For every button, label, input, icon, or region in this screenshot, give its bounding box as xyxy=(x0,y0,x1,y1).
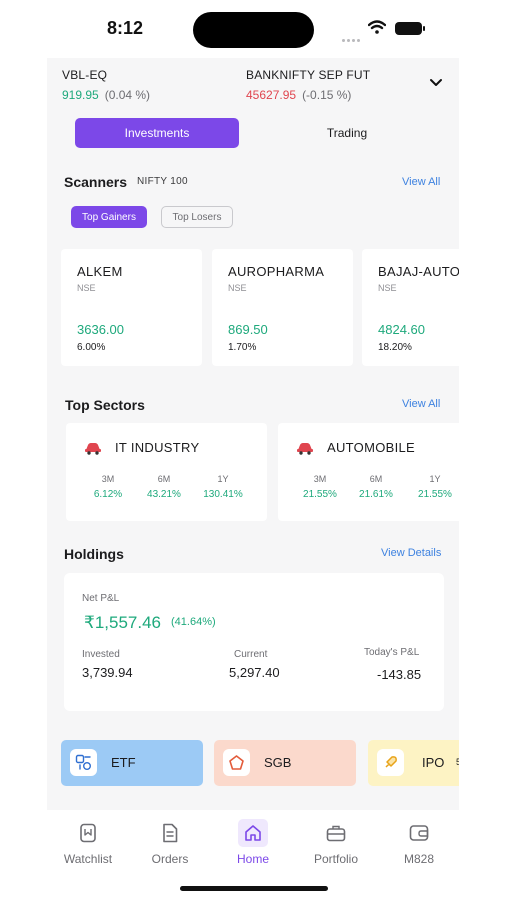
status-bar: 8:12 xyxy=(0,0,507,58)
bookmark-icon xyxy=(80,823,96,843)
period-label: 6M xyxy=(157,474,171,484)
rocket-icon xyxy=(377,749,404,776)
tab-label: Home xyxy=(236,852,269,866)
wifi-icon xyxy=(368,20,386,34)
tab-label: M828 xyxy=(403,852,435,866)
etf-tile[interactable]: ETF xyxy=(61,740,203,786)
pentagon-icon xyxy=(223,749,250,776)
sector-return: 43.21% xyxy=(147,489,181,500)
scanners-title: Scanners xyxy=(64,174,128,190)
tab-home[interactable]: Home xyxy=(218,819,288,866)
net-pnl-percent: (41.64%) xyxy=(171,616,216,628)
sgb-tile[interactable]: SGB xyxy=(214,740,356,786)
tab-orders[interactable]: Orders xyxy=(135,820,205,866)
wallet-icon xyxy=(409,825,429,841)
tab-label: Watchlist xyxy=(63,852,113,866)
ticker-price: 45627.95 xyxy=(246,88,297,102)
car-icon xyxy=(85,443,101,455)
scanners-view-all-link[interactable]: View All xyxy=(402,176,441,188)
stock-price: 869.50 xyxy=(228,322,268,337)
current-value: 5,297.40 xyxy=(229,665,280,680)
tab-trading[interactable]: Trading xyxy=(326,126,368,140)
period-label: 1Y xyxy=(429,474,441,484)
ticker-change: (-0.15 %) xyxy=(302,88,352,102)
ticker-strip[interactable]: VBL-EQ 919.95 (0.04 %) BANKNIFTY SEP FUT … xyxy=(47,58,459,108)
tab-label: Orders xyxy=(151,852,189,866)
todays-pnl-value: -143.85 xyxy=(377,667,422,682)
ticker-price: 919.95 xyxy=(62,88,99,102)
tab-investments[interactable]: Investments xyxy=(75,118,239,148)
tab-label: Portfolio xyxy=(313,852,359,866)
briefcase-icon xyxy=(326,825,346,842)
chevron-down-icon[interactable] xyxy=(429,78,443,88)
todays-pnl-label: Today's P&L xyxy=(364,647,420,658)
period-label: 3M xyxy=(101,474,115,484)
sector-card[interactable]: AUTOMOBILE 3M 21.55% 6M 21.61% 1Y 21.55% xyxy=(278,423,459,521)
sectors-view-all-link[interactable]: View All xyxy=(402,398,441,410)
battery-icon xyxy=(395,22,425,35)
stock-price: 4824.60 xyxy=(378,322,425,337)
dynamic-island xyxy=(193,12,314,48)
current-label: Current xyxy=(234,649,268,660)
ipo-tile[interactable]: IPO 5 xyxy=(368,740,459,786)
stock-exchange: NSE xyxy=(228,283,247,293)
stock-exchange: NSE xyxy=(77,283,96,293)
scanner-card[interactable]: AUROPHARMA NSE 869.50 1.70% xyxy=(212,249,353,366)
sector-return: 21.55% xyxy=(418,489,452,500)
sector-card[interactable]: IT INDUSTRY 3M 6.12% 6M 43.21% 1Y 130.41% xyxy=(66,423,267,521)
stock-price: 3636.00 xyxy=(77,322,124,337)
scanner-card[interactable]: BAJAJ-AUTO NSE 4824.60 18.20% xyxy=(362,249,459,366)
investments-trading-toggle: Investments Trading xyxy=(75,118,429,148)
net-pnl-label: Net P&L xyxy=(82,593,120,604)
etf-label: ETF xyxy=(111,755,136,770)
top-losers-chip[interactable]: Top Losers xyxy=(161,206,233,228)
sgb-label: SGB xyxy=(264,755,292,770)
bottom-tab-bar: Watchlist Orders Home Portfolio M828 xyxy=(47,810,459,870)
sector-return: 21.55% xyxy=(303,489,337,500)
scanner-card[interactable]: ALKEM NSE 3636.00 6.00% xyxy=(61,249,202,366)
stock-name: BAJAJ-AUTO xyxy=(378,264,459,279)
ticker-symbol: VBL-EQ xyxy=(62,68,108,82)
period-label: 3M xyxy=(313,474,327,484)
stock-name: ALKEM xyxy=(77,264,123,279)
app-content: VBL-EQ 919.95 (0.04 %) BANKNIFTY SEP FUT … xyxy=(47,58,459,810)
ipo-label: IPO xyxy=(422,755,445,770)
period-label: 6M xyxy=(369,474,383,484)
etf-icon xyxy=(70,749,97,776)
stock-change: 1.70% xyxy=(228,342,257,353)
invested-label: Invested xyxy=(82,649,120,660)
top-sectors-title: Top Sectors xyxy=(65,397,145,413)
top-gainers-chip[interactable]: Top Gainers xyxy=(71,206,147,228)
stock-exchange: NSE xyxy=(378,283,397,293)
holdings-view-details-link[interactable]: View Details xyxy=(381,547,442,559)
sector-return: 130.41% xyxy=(203,489,243,500)
sector-return: 6.12% xyxy=(93,489,123,500)
home-indicator xyxy=(180,886,328,891)
stock-name: AUROPHARMA xyxy=(228,264,325,279)
tab-m828[interactable]: M828 xyxy=(384,820,454,866)
holdings-card[interactable]: Net P&L ₹1,557.46 (41.64%) Invested 3,73… xyxy=(64,573,444,711)
ticker-item[interactable]: VBL-EQ 919.95 (0.04 %) xyxy=(62,68,150,102)
ipo-count: 5 xyxy=(456,757,459,767)
sector-return: 21.61% xyxy=(359,489,393,500)
period-label: 1Y xyxy=(217,474,229,484)
scanners-index[interactable]: NIFTY 100 xyxy=(137,176,188,187)
ticker-item[interactable]: BANKNIFTY SEP FUT 45627.95 (-0.15 %) xyxy=(246,68,370,102)
tab-watchlist[interactable]: Watchlist xyxy=(53,820,123,866)
sector-name: IT INDUSTRY xyxy=(115,440,200,455)
invested-value: 3,739.94 xyxy=(82,665,133,680)
ticker-symbol: BANKNIFTY SEP FUT xyxy=(246,68,371,82)
status-time: 8:12 xyxy=(107,18,144,38)
stock-change: 18.20% xyxy=(378,342,412,353)
car-icon xyxy=(297,443,313,455)
holdings-title: Holdings xyxy=(64,546,124,562)
home-icon xyxy=(238,819,268,847)
stock-change: 6.00% xyxy=(77,342,106,353)
sector-name: AUTOMOBILE xyxy=(327,440,416,455)
net-pnl-value: ₹1,557.46 xyxy=(84,613,161,632)
cellular-signal-icon xyxy=(342,29,364,42)
tab-portfolio[interactable]: Portfolio xyxy=(301,820,371,866)
document-icon xyxy=(163,823,178,843)
ticker-change: (0.04 %) xyxy=(104,88,151,102)
